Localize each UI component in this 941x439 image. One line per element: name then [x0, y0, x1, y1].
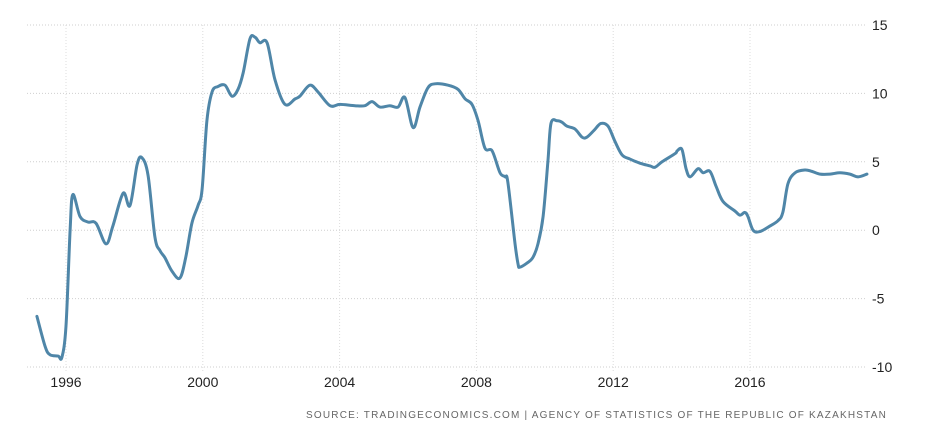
axis-ticks: 15 10 5 0 -5 -10 1996 2000 2004 2008 2012 2016 [50, 17, 892, 390]
y-tick-label: 15 [872, 17, 888, 33]
x-tick-label: 1996 [50, 374, 81, 390]
grid [27, 24, 866, 372]
x-tick-label: 2012 [598, 374, 629, 390]
y-tick-label: 0 [872, 222, 880, 238]
x-tick-label: 2004 [324, 374, 355, 390]
y-tick-label: -5 [872, 291, 885, 307]
x-tick-label: 2016 [734, 374, 765, 390]
source-caption: SOURCE: TRADINGECONOMICS.COM | AGENCY OF… [306, 410, 887, 421]
y-tick-label: 5 [872, 154, 880, 170]
x-tick-label: 2000 [187, 374, 218, 390]
y-tick-label: 10 [872, 85, 888, 101]
y-tick-label: -10 [872, 359, 892, 375]
series-line [35, 33, 869, 361]
x-tick-label: 2008 [461, 374, 492, 390]
line-chart: 15 10 5 0 -5 -10 1996 2000 2004 2008 2012 2016 [27, 17, 892, 390]
